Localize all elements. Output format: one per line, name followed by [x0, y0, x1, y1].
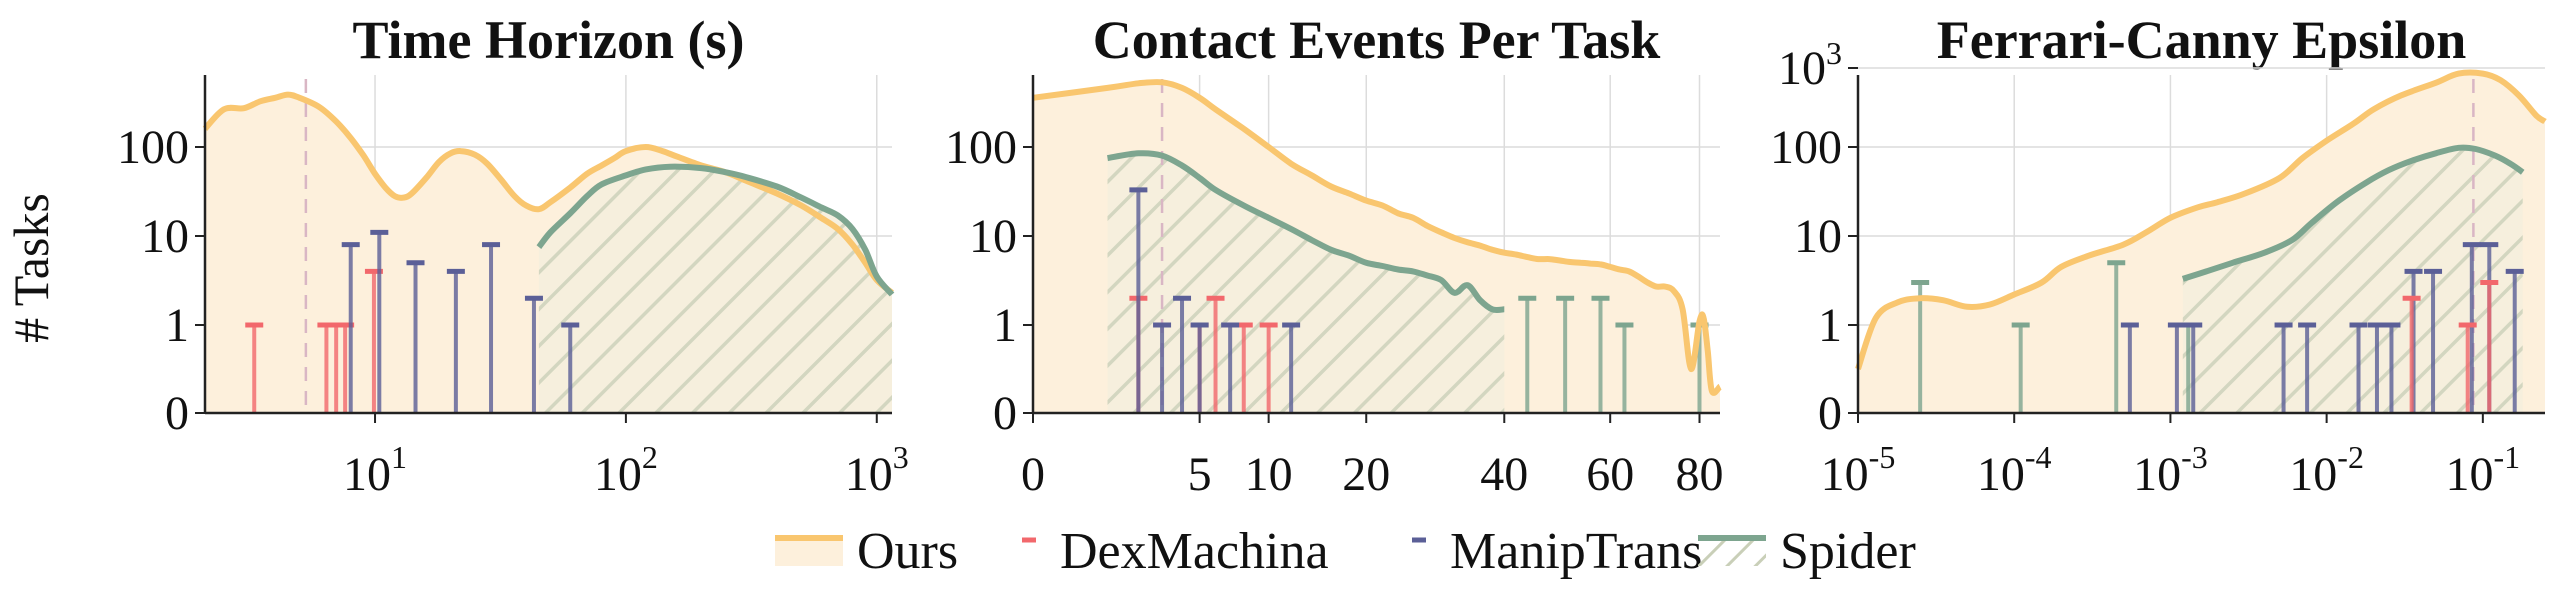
y-tick-label: 0 [165, 387, 189, 440]
x-tick-label: 40 [1480, 448, 1528, 501]
legend-label: DexMachina [1060, 523, 1329, 580]
y-tick-label: 1 [165, 299, 189, 352]
y-tick-label: 100 [945, 121, 1017, 174]
chart-panel-1: Time Horizon (s) 0 1 10 100 101 102 103 [117, 10, 909, 501]
x-tick-label: 20 [1342, 448, 1390, 501]
line-ours [1855, 69, 2547, 370]
line-ours [202, 91, 894, 296]
y-tick-label: 10 [1794, 210, 1842, 263]
x-tick-label: 10 [1245, 448, 1293, 501]
y-tick-label: 1 [1818, 299, 1842, 352]
y-tick-label: 10 [969, 210, 1017, 263]
y-tick-label: 0 [1818, 387, 1842, 440]
y-tick-label: 103 [1778, 35, 1842, 95]
y-tick-label: 1 [993, 299, 1017, 352]
x-tick-label: 5 [1188, 448, 1212, 501]
legend-label: Spider [1780, 523, 1916, 580]
y-axis-label: # Tasks [3, 193, 59, 343]
x-tick-label: 60 [1586, 448, 1634, 501]
x-tick-label: 0 [1021, 448, 1045, 501]
line-spider [1107, 150, 1505, 314]
x-tick-label: 102 [594, 439, 658, 501]
chart-panel-3: Ferrari-Canny Epsilon 0 1 10 100 103 10-5 10-4 1… [1770, 10, 2547, 501]
legend-item-spider: Spider [1698, 523, 1916, 580]
y-tick-label: 100 [117, 121, 189, 174]
y-tick-label: 10 [141, 210, 189, 263]
line-spider [536, 163, 895, 297]
y-tick-label: 0 [993, 387, 1017, 440]
legend-item-dexmachina: DexMachina [1022, 523, 1329, 580]
chart-title: Ferrari-Canny Epsilon [1937, 10, 2467, 70]
x-tick-label: 103 [845, 439, 909, 501]
area-spider-hatch [1107, 153, 1505, 413]
chart-title: Time Horizon (s) [353, 10, 745, 70]
area-spider-hatch [538, 166, 892, 413]
x-tick-label: 80 [1675, 448, 1723, 501]
area-spider-hatch [2182, 147, 2523, 414]
x-tick-label: 101 [343, 439, 407, 501]
legend-item-maniptrans: ManipTrans [1412, 523, 1702, 580]
line-spider [2181, 144, 2525, 282]
chart-panel-2: Contact Events Per Task 0 1 10 100 0 5 10 20 40 60… [945, 10, 1723, 501]
line-ours [1032, 78, 1723, 396]
x-tick-label: 10-3 [2133, 439, 2208, 501]
legend-label: Ours [857, 523, 958, 580]
x-tick-label: 10-5 [1821, 439, 1896, 501]
legend-item-ours: Ours [775, 523, 958, 580]
chart-title: Contact Events Per Task [1093, 10, 1661, 70]
legend: Ours DexMachina ManipTrans Spider [775, 523, 1916, 580]
y-tick-label: 100 [1770, 121, 1842, 174]
x-tick-label: 10-2 [2289, 439, 2364, 501]
x-tick-label: 10-1 [2446, 439, 2521, 501]
x-tick-label: 10-4 [1977, 439, 2052, 501]
legend-label: ManipTrans [1450, 523, 1702, 580]
